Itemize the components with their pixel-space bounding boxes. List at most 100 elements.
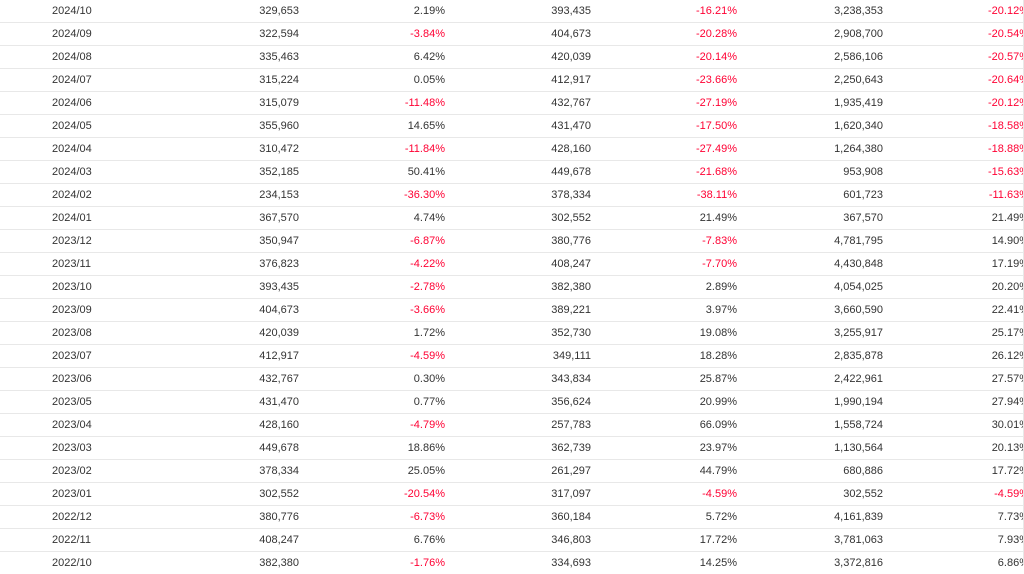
cell-percent-1: 25.05% — [299, 460, 445, 483]
cell-percent-2: -16.21% — [591, 0, 737, 23]
cell-percent-3: 17.72% — [883, 460, 1024, 483]
cell-month: 2023/12 — [0, 230, 170, 253]
cell-value-2: 343,834 — [445, 368, 591, 391]
cell-percent-3: 20.13% — [883, 437, 1024, 460]
cell-value-2: 382,380 — [445, 276, 591, 299]
cell-percent-1: -6.87% — [299, 230, 445, 253]
cell-percent-2: 66.09% — [591, 414, 737, 437]
cell-percent-1: -2.78% — [299, 276, 445, 299]
cell-value-1: 431,470 — [170, 391, 299, 414]
cell-percent-2: -20.28% — [591, 23, 737, 46]
cell-month: 2023/08 — [0, 322, 170, 345]
cell-value-3: 601,723 — [737, 184, 883, 207]
cell-value-3: 953,908 — [737, 161, 883, 184]
cell-percent-2: -17.50% — [591, 115, 737, 138]
cell-value-3: 4,054,025 — [737, 276, 883, 299]
cell-value-3: 2,835,878 — [737, 345, 883, 368]
cell-month: 2023/10 — [0, 276, 170, 299]
cell-value-1: 404,673 — [170, 299, 299, 322]
cell-percent-2: 23.97% — [591, 437, 737, 460]
cell-percent-2: -21.68% — [591, 161, 737, 184]
cell-value-3: 4,781,795 — [737, 230, 883, 253]
cell-percent-3: -18.58% — [883, 115, 1024, 138]
cell-percent-2: 25.87% — [591, 368, 737, 391]
cell-value-2: 393,435 — [445, 0, 591, 23]
cell-value-1: 380,776 — [170, 506, 299, 529]
cell-percent-2: 44.79% — [591, 460, 737, 483]
cell-month: 2024/02 — [0, 184, 170, 207]
cell-percent-1: 0.77% — [299, 391, 445, 414]
cell-percent-3: 14.90% — [883, 230, 1024, 253]
cell-value-2: 349,111 — [445, 345, 591, 368]
cell-value-2: 356,624 — [445, 391, 591, 414]
cell-month: 2023/04 — [0, 414, 170, 437]
cell-value-2: 404,673 — [445, 23, 591, 46]
cell-value-3: 1,264,380 — [737, 138, 883, 161]
cell-percent-2: -4.59% — [591, 483, 737, 506]
cell-percent-2: 17.72% — [591, 529, 737, 552]
cell-value-2: 431,470 — [445, 115, 591, 138]
cell-percent-1: 2.19% — [299, 0, 445, 23]
cell-value-3: 3,372,816 — [737, 552, 883, 574]
cell-percent-3: -11.63% — [883, 184, 1024, 207]
cell-percent-1: 0.30% — [299, 368, 445, 391]
cell-percent-1: -4.22% — [299, 253, 445, 276]
cell-percent-2: 21.49% — [591, 207, 737, 230]
cell-value-3: 2,908,700 — [737, 23, 883, 46]
cell-month: 2023/09 — [0, 299, 170, 322]
cell-month: 2024/03 — [0, 161, 170, 184]
cell-percent-3: 6.86% — [883, 552, 1024, 574]
cell-percent-1: 0.05% — [299, 69, 445, 92]
cell-value-2: 261,297 — [445, 460, 591, 483]
cell-month: 2024/08 — [0, 46, 170, 69]
cell-value-3: 4,161,839 — [737, 506, 883, 529]
cell-month: 2023/03 — [0, 437, 170, 460]
cell-value-2: 428,160 — [445, 138, 591, 161]
cell-value-3: 1,935,419 — [737, 92, 883, 115]
cell-month: 2023/01 — [0, 483, 170, 506]
cell-value-2: 408,247 — [445, 253, 591, 276]
cell-month: 2024/04 — [0, 138, 170, 161]
cell-percent-1: 6.42% — [299, 46, 445, 69]
cell-percent-3: -20.54% — [883, 23, 1024, 46]
cell-value-1: 449,678 — [170, 437, 299, 460]
cell-percent-3: 25.17% — [883, 322, 1024, 345]
cell-percent-1: -11.48% — [299, 92, 445, 115]
cell-month: 2022/12 — [0, 506, 170, 529]
cell-percent-2: -20.14% — [591, 46, 737, 69]
cell-value-3: 2,586,106 — [737, 46, 883, 69]
cell-percent-3: -20.12% — [883, 92, 1024, 115]
cell-percent-2: -27.49% — [591, 138, 737, 161]
cell-month: 2024/05 — [0, 115, 170, 138]
cell-month: 2024/07 — [0, 69, 170, 92]
cell-percent-1: 50.41% — [299, 161, 445, 184]
cell-value-1: 302,552 — [170, 483, 299, 506]
cell-value-2: 360,184 — [445, 506, 591, 529]
cell-value-2: 432,767 — [445, 92, 591, 115]
cell-value-3: 4,430,848 — [737, 253, 883, 276]
cell-percent-3: 17.19% — [883, 253, 1024, 276]
cell-value-1: 432,767 — [170, 368, 299, 391]
cell-value-2: 449,678 — [445, 161, 591, 184]
cell-value-3: 1,130,564 — [737, 437, 883, 460]
cell-percent-2: 19.08% — [591, 322, 737, 345]
cell-percent-2: 20.99% — [591, 391, 737, 414]
cell-percent-1: 14.65% — [299, 115, 445, 138]
